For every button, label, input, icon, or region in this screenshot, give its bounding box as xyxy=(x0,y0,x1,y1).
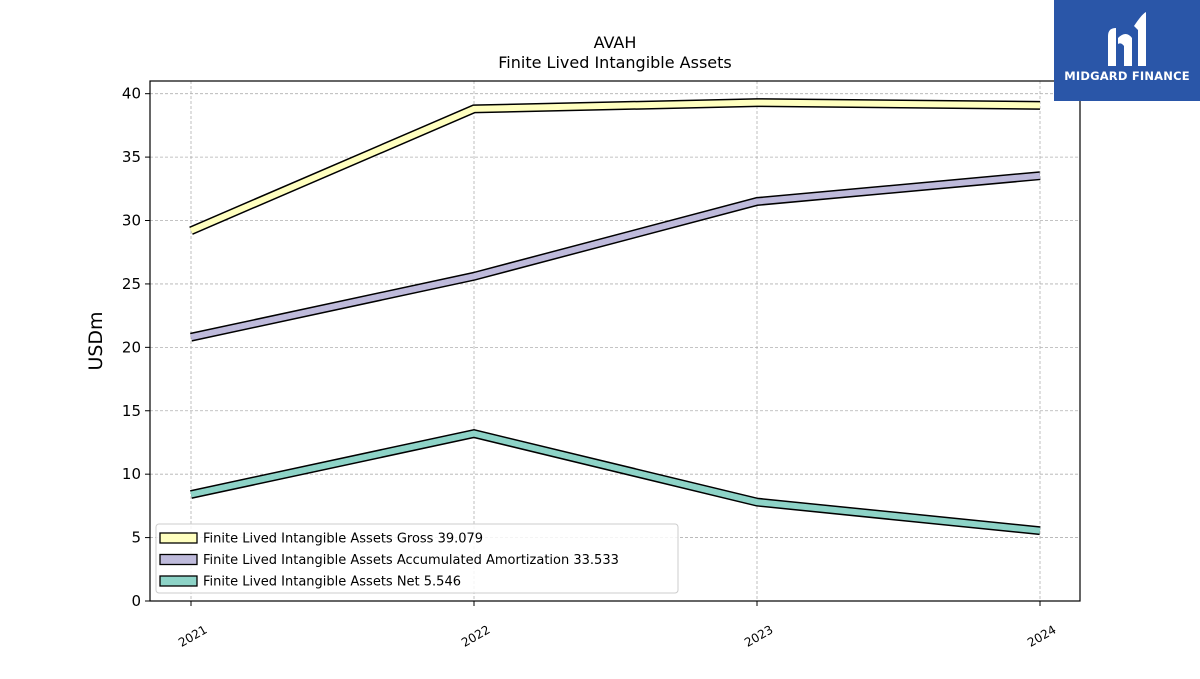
y-tick-label: 30 xyxy=(122,212,141,230)
chart-title: AVAH xyxy=(594,33,637,52)
legend-swatch xyxy=(159,553,198,566)
legend-label: Finite Lived Intangible Assets Accumulat… xyxy=(203,553,619,568)
y-tick-label: 5 xyxy=(131,529,141,547)
legend-label: Finite Lived Intangible Assets Gross 39.… xyxy=(203,532,483,547)
chart-subtitle: Finite Lived Intangible Assets xyxy=(498,53,731,72)
legend-swatch xyxy=(159,532,198,544)
brand-name: MIDGARD FINANCE xyxy=(1064,69,1190,83)
series-line xyxy=(190,430,1041,534)
series-line-outline xyxy=(189,98,1041,235)
y-tick-label: 40 xyxy=(122,85,141,103)
y-axis-label: USDm xyxy=(85,311,107,370)
x-tick-label: 2023 xyxy=(742,622,775,649)
series-line xyxy=(189,99,1041,234)
x-tick-label: 2024 xyxy=(1025,622,1058,649)
series-layer xyxy=(189,98,1041,536)
legend-swatch xyxy=(159,575,198,587)
legend: Finite Lived Intangible Assets Gross 39.… xyxy=(155,523,679,594)
x-tick-label: 2022 xyxy=(459,622,492,649)
legend-label: Finite Lived Intangible Assets Net 5.546 xyxy=(203,575,461,590)
y-tick-label: 0 xyxy=(131,592,141,610)
y-tick-label: 20 xyxy=(122,338,141,356)
y-tick-label: 10 xyxy=(122,465,141,483)
x-tick-label: 2021 xyxy=(176,622,209,649)
y-tick-label: 35 xyxy=(122,148,141,166)
plot-frame xyxy=(149,80,1081,602)
y-tick-label: 25 xyxy=(122,275,141,293)
brand-logo: MIDGARD FINANCE xyxy=(1054,0,1200,101)
midgard-logo-icon xyxy=(1108,12,1146,66)
series-line xyxy=(190,172,1041,341)
y-tick-label: 15 xyxy=(122,402,141,420)
series-line-outline xyxy=(190,171,1041,342)
legend-box xyxy=(155,523,679,594)
axes-layer: 0 5 10 15 20 25 30 35 40 2021 2022 2023 2024 xyxy=(122,80,1081,650)
